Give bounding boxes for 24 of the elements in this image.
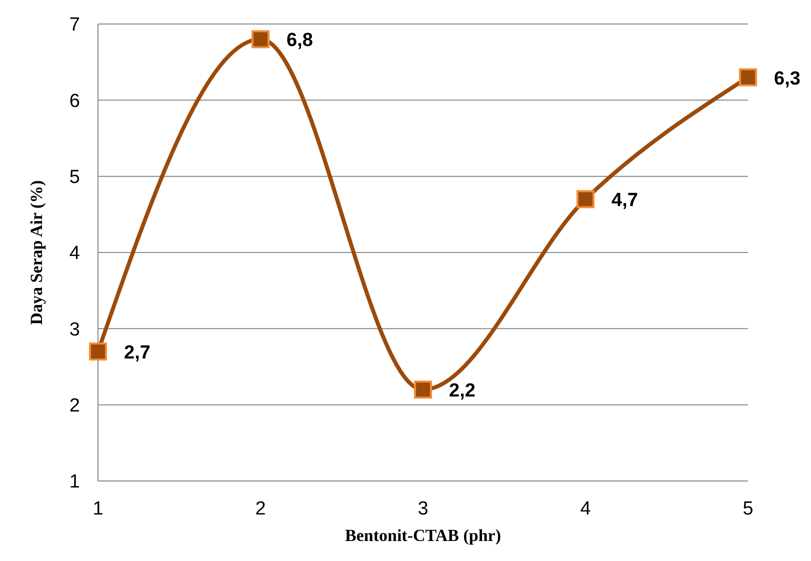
x-tick-label: 5 xyxy=(742,498,754,520)
y-tick-label: 3 xyxy=(69,319,80,340)
y-tick-label: 2 xyxy=(69,396,80,417)
point xyxy=(252,30,270,48)
x-tick-label: 2 xyxy=(255,498,266,520)
point xyxy=(414,380,432,399)
x-tick-label: 4 xyxy=(580,498,592,520)
data-label: 2,2 xyxy=(449,380,476,402)
y-tick-label: 5 xyxy=(69,167,80,188)
data-label: 4,7 xyxy=(612,190,638,212)
x-axis-title: Bentonit-CTAB (phr) xyxy=(345,526,501,545)
x-tick-label: 1 xyxy=(92,498,104,520)
point xyxy=(576,190,594,208)
data-label: 6,3 xyxy=(774,68,800,90)
data-label: 2,7 xyxy=(124,342,150,364)
y-axis-title: Daya Serap Air (%) xyxy=(27,180,46,325)
data-label: 6,8 xyxy=(286,30,313,52)
y-tick-label: 4 xyxy=(69,243,80,264)
y-tick-label: 6 xyxy=(69,90,80,112)
point xyxy=(739,68,757,86)
y-tick-label: 1 xyxy=(69,472,80,493)
point xyxy=(89,342,107,361)
y-tick-label: 7 xyxy=(69,14,80,36)
x-tick-label: 3 xyxy=(418,498,428,520)
